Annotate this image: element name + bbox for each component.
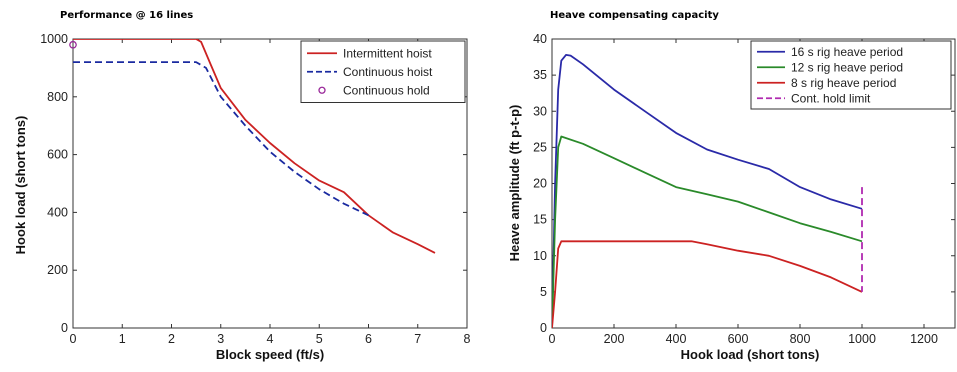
x-axis-label: Hook load (short tons) (681, 347, 820, 362)
legend: Intermittent hoist Continuous hoist Contin… (300, 40, 466, 103)
chart-title: Performance @ 16 lines (60, 10, 193, 21)
x-tick-label: 1200 (910, 332, 938, 346)
y-tick-label: 15 (533, 213, 547, 227)
series-16-s-rig-heave-period-line (552, 54, 863, 328)
y-tick-label: 20 (533, 177, 547, 191)
y-tick-label: 200 (47, 263, 68, 277)
x-axis-label: Block speed (ft/s) (216, 347, 324, 362)
x-tick-label: 5 (316, 332, 323, 346)
x-tick-label: 200 (604, 332, 625, 346)
y-tick-label: 30 (533, 104, 547, 118)
legend-label: Continuous hoist (343, 65, 433, 79)
y-tick-label: 35 (533, 68, 547, 82)
series-group (73, 39, 436, 254)
plot-area: 0 1 2 3 4 5 6 7 8 0 200 400 600 800 1000 Intermittent h… (40, 32, 470, 346)
legend-label: 8 s rig heave period (791, 76, 896, 90)
chart-performance: Performance @ 16 lines 0 1 2 3 4 5 6 7 8 0 200 400 6… (13, 10, 471, 362)
legend-label: Cont. hold limit (791, 91, 871, 105)
y-tick-label: 40 (533, 32, 547, 46)
x-tick-label: 2 (168, 332, 175, 346)
legend-marker (318, 86, 326, 94)
x-tick-label: 7 (414, 332, 421, 346)
x-tick-label: 1000 (848, 332, 876, 346)
x-tick-label: 6 (365, 332, 372, 346)
x-tick-label: 400 (666, 332, 687, 346)
legend-label: Continuous hold (343, 83, 430, 97)
plot-area: 0 200 400 600 800 1000 1200 0 5 10 15 20 25 30 35 40 16 … (533, 32, 956, 346)
y-tick-label: 0 (540, 321, 547, 335)
legend-label: 12 s rig heave period (791, 60, 903, 74)
y-tick-label: 800 (47, 90, 68, 104)
x-tick-label: 1 (119, 332, 126, 346)
chart-heave: Heave compensating capacity 0 200 400 600 80… (507, 10, 956, 362)
x-tick-label: 600 (728, 332, 749, 346)
series-12-s-rig-heave-period-line (552, 135, 863, 328)
x-tick-label: 4 (267, 332, 274, 346)
series-8-s-rig-heave-period-line (552, 240, 863, 328)
series-continuous-hoist-line (73, 61, 369, 217)
series-continuous-hold-point (69, 40, 77, 49)
y-axis-label: Hook load (short tons) (13, 116, 28, 255)
x-tick-label: 8 (464, 332, 471, 346)
y-tick-label: 600 (47, 148, 68, 162)
legend-label: Intermittent hoist (343, 46, 432, 60)
series-intermittent-hoist-line (73, 39, 436, 254)
y-tick-label: 0 (61, 321, 68, 335)
x-tick-label: 0 (549, 332, 556, 346)
y-tick-label: 1000 (40, 32, 68, 46)
series-group (552, 54, 863, 328)
chart-title: Heave compensating capacity (550, 10, 719, 21)
y-tick-label: 5 (540, 285, 547, 299)
y-tick-label: 400 (47, 205, 68, 219)
y-axis-label: Heave amplitude (ft p-t-p) (507, 105, 522, 262)
y-tick-label: 25 (533, 140, 547, 154)
x-tick-label: 3 (217, 332, 224, 346)
x-tick-label: 0 (70, 332, 77, 346)
legend-label: 16 s rig heave period (791, 45, 903, 59)
x-tick-label: 800 (790, 332, 811, 346)
y-tick-label: 10 (533, 249, 547, 263)
